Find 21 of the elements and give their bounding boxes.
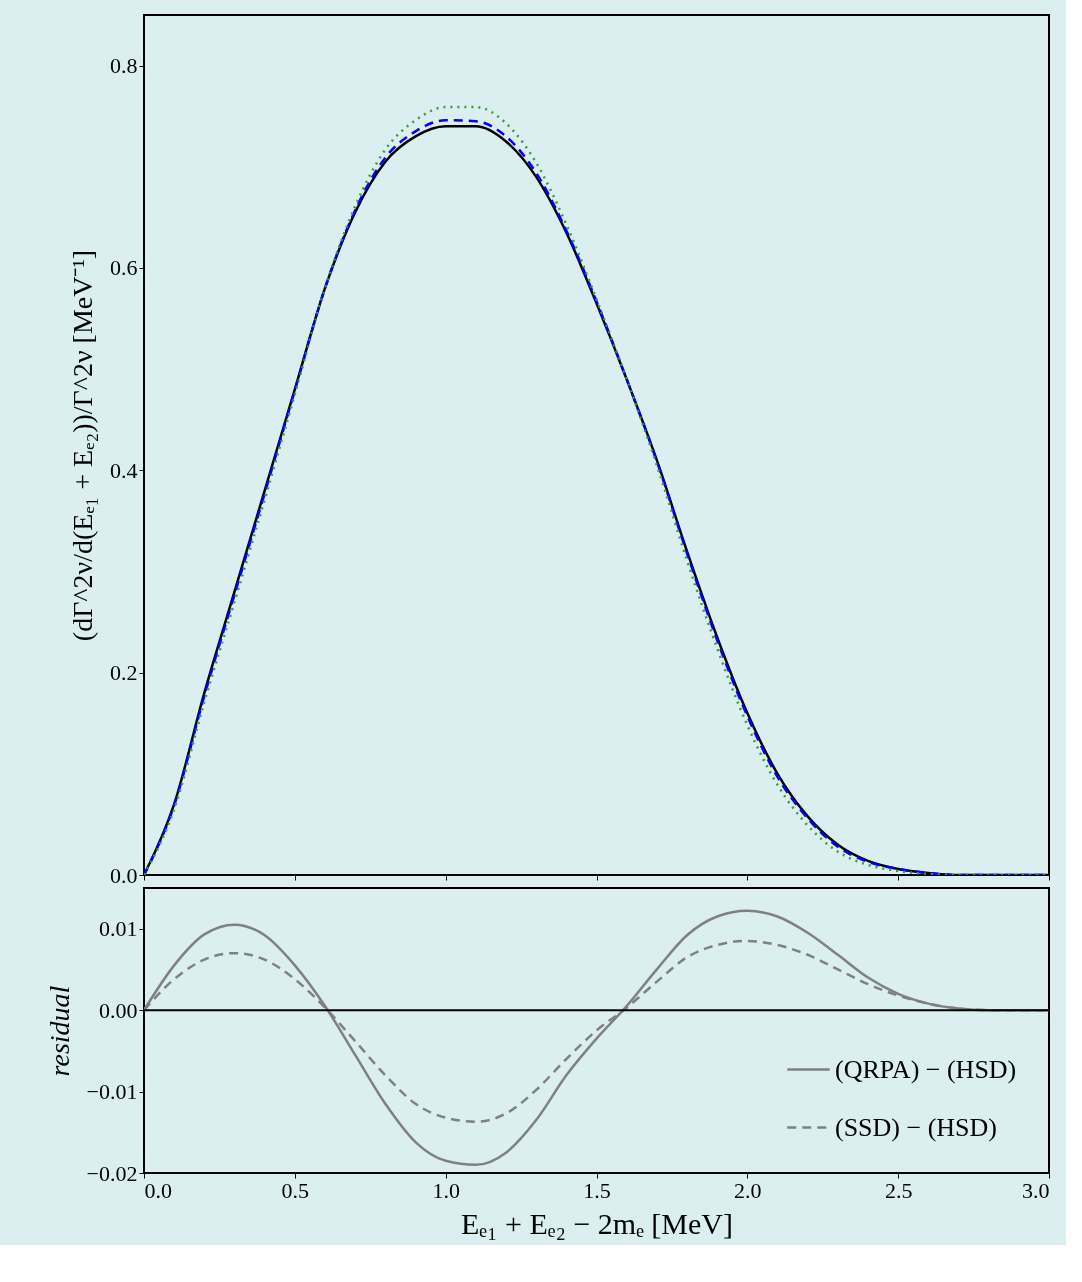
- y-tick-label: 0.0: [110, 862, 138, 888]
- x-tick-label: 2.0: [734, 1177, 762, 1203]
- y-tick-label: −0.02: [86, 1160, 138, 1186]
- y-axis-title: residual: [43, 985, 75, 1077]
- x-tick-label: 0.5: [281, 1177, 310, 1203]
- x-tick-label: 0.0: [144, 1177, 172, 1203]
- x-tick-label: 1.0: [432, 1177, 460, 1203]
- x-tick-label: 1.5: [583, 1177, 611, 1203]
- x-tick-label: 3.0: [1022, 1177, 1050, 1203]
- x-axis-title: Eₑ₁ + Eₑ₂ − 2mₑ [MeV]: [461, 1206, 733, 1240]
- y-tick-label: −0.01: [86, 1079, 138, 1105]
- legend-label: (QRPA) − (HSD): [835, 1054, 1017, 1084]
- y-tick-label: 0.01: [99, 916, 138, 942]
- y-tick-label: 0.6: [110, 255, 138, 281]
- legend-label: (SSD) − (HSD): [835, 1112, 998, 1142]
- y-tick-label: 0.4: [110, 457, 138, 483]
- y-tick-label: 0.8: [110, 53, 138, 79]
- y-tick-label: 0.00: [99, 997, 138, 1023]
- x-tick-label: 2.5: [884, 1177, 913, 1203]
- y-tick-label: 0.2: [110, 660, 138, 686]
- y-axis-title: (dΓ^2ν/d(Eₑ₁ + Eₑ₂))/Γ^2ν [MeV⁻¹]: [67, 249, 98, 642]
